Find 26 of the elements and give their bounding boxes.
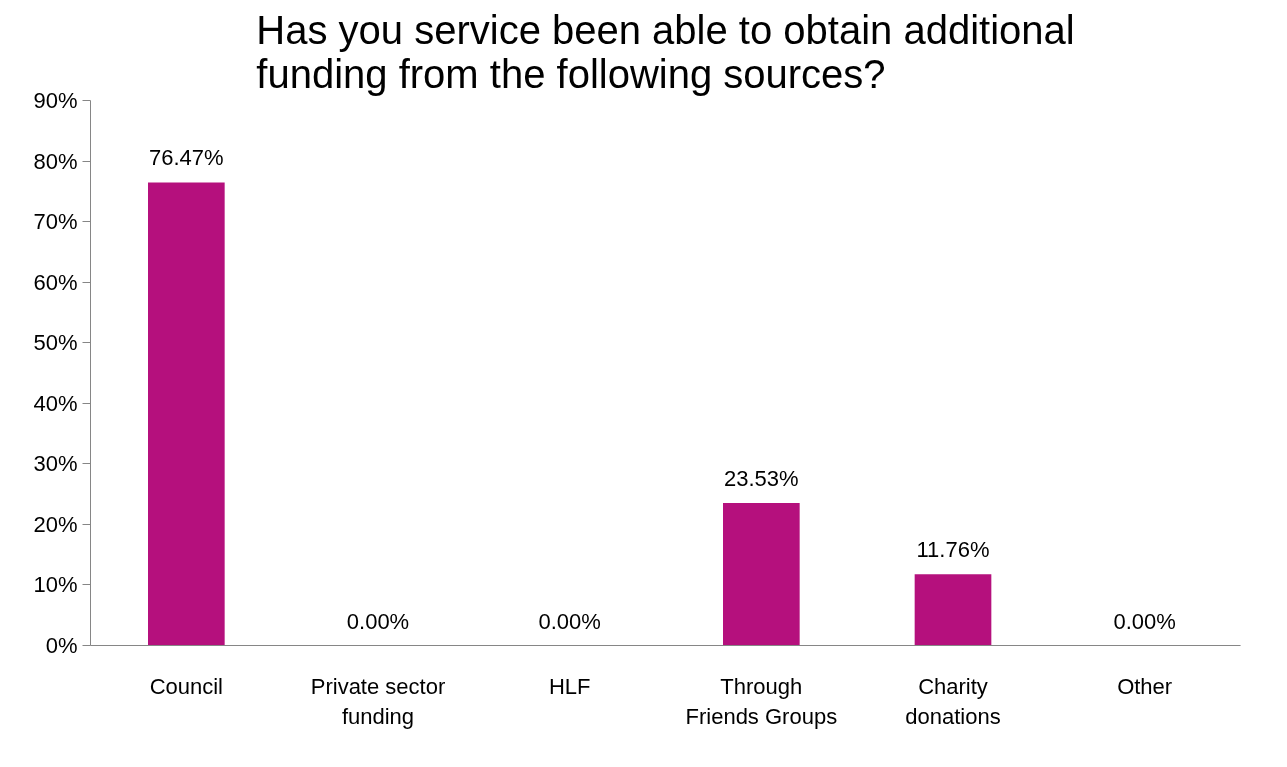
bar [723,503,800,646]
data-label: 76.47% [149,145,224,171]
data-label: 0.00% [346,608,410,634]
x-tick-label: Other [1117,673,1173,699]
data-label: 11.76% [916,537,990,563]
y-tick-label: 10% [33,572,78,598]
y-tick-label: 50% [33,330,78,356]
x-tick-label: Private sector funding [310,673,446,729]
data-label: 0.00% [1113,608,1176,634]
data-label: 0.00% [538,608,601,634]
x-tick-label: HLF [548,673,591,699]
y-tick-label: 30% [33,451,78,477]
data-label: 23.53% [724,466,799,492]
y-tick-label: 40% [33,390,78,416]
bar [914,574,992,646]
x-tick-label: Charity donations [905,673,1001,729]
x-tick-label: Council [149,673,224,699]
y-tick-label: 90% [33,88,78,113]
y-tick-label: 80% [33,148,78,174]
bar [148,182,225,646]
y-tick-label: 20% [33,511,78,537]
y-tick-label: 0% [45,633,78,658]
y-tick-label: 60% [33,269,78,295]
y-tick-label: 70% [33,209,78,235]
x-tick-label: Through Friends Groups [685,673,838,729]
chart-title: Has you service been able to obtain additional funding from the following sources? [256,7,1075,96]
